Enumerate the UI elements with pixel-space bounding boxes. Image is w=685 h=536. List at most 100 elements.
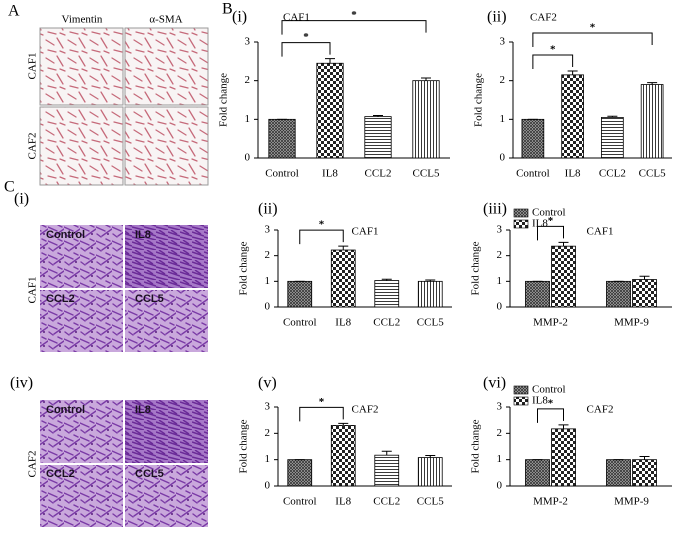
x-tick-label: CCL2 [599, 168, 626, 180]
bar [606, 280, 631, 308]
y-tick-label: 2 [245, 74, 251, 86]
chart: (ii) CAF2 Fold change 0 1 2 3 Control IL8 CCL2 CCL… [473, 9, 672, 180]
error-bar [558, 241, 569, 247]
significance-bracket [281, 42, 331, 57]
bar [364, 116, 392, 159]
chart: (ii) CAF1 Fold change 0 1 2 3 Control IL8 CCL2 CCL… [238, 201, 452, 329]
bar [417, 457, 443, 487]
cell-label: Control [46, 404, 85, 416]
y-tick-label: 0 [245, 152, 251, 164]
error-bar [639, 275, 650, 280]
significance-bracket [299, 229, 344, 245]
bar [330, 425, 356, 487]
x-tick-label: MMP-9 [614, 496, 649, 508]
error-bar [381, 450, 392, 456]
legend-swatch [513, 219, 529, 229]
error-bar [338, 422, 349, 426]
error-bar [425, 454, 436, 458]
row-label: CAF2 [27, 451, 39, 478]
micrograph-ci: (i) Control IL8 CCL2 CCL5 CAF1 [14, 191, 208, 352]
x-tick-label: Control [283, 317, 317, 329]
significance-star: * [351, 9, 357, 21]
significance-bracket [532, 32, 653, 47]
bar [640, 84, 664, 159]
panel-label: C [4, 179, 15, 196]
error-bar [373, 114, 383, 117]
y-axis-label: Fold change [470, 241, 482, 295]
chart: (i) CAF1 Fold change 0 1 2 3 Control IL8 CCL2 CCL5… [218, 9, 450, 180]
error-bar [647, 82, 658, 85]
bar [551, 245, 576, 308]
y-axis-label: Fold change [238, 241, 250, 295]
chart-label: (ii) [487, 9, 507, 26]
x-tick-label: Control [265, 168, 299, 180]
bar [525, 280, 550, 308]
error-bar [421, 77, 431, 81]
column-label: α-SMA [149, 14, 182, 26]
significance-bracket [532, 54, 574, 69]
chart-label: (vi) [483, 375, 506, 392]
chart: (iii) CAF1 Fold change 0 1 2 3 MMP-2 MMP-9 Contro… [470, 201, 672, 329]
chart-title: CAF2 [530, 12, 557, 24]
chart-title: CAF2 [587, 404, 614, 416]
error-bar [425, 279, 436, 282]
y-tick-label: 1 [265, 453, 271, 465]
x-tick-label: IL8 [335, 496, 351, 508]
y-tick-label: 0 [497, 301, 503, 313]
chart-label: (v) [258, 375, 277, 392]
bar [330, 249, 356, 308]
bar [374, 280, 400, 308]
error-bar [607, 115, 618, 118]
bar [606, 459, 631, 487]
cell-label: Control [46, 229, 85, 241]
y-tick-label: 3 [500, 36, 506, 48]
significance-star: * [303, 31, 309, 43]
x-tick-label: CCL2 [373, 317, 400, 329]
chart-title: CAF1 [352, 226, 379, 238]
y-tick-label: 1 [497, 275, 503, 287]
significance-bracket [537, 225, 564, 241]
y-tick-label: 1 [265, 275, 271, 287]
x-tick-label: CCL2 [373, 496, 400, 508]
bar [287, 459, 313, 487]
x-tick-label: CCL5 [417, 496, 444, 508]
x-tick-label: CCL5 [413, 168, 440, 180]
bar [525, 459, 550, 487]
bar [601, 117, 624, 159]
y-axis-label: Fold change [218, 73, 230, 127]
significance-bracket [537, 408, 564, 423]
y-tick-label: 3 [265, 224, 271, 236]
bar [632, 459, 657, 487]
x-tick-label: IL8 [565, 168, 581, 180]
x-tick-label: Control [516, 168, 550, 180]
cell-label: CCL5 [135, 468, 164, 480]
y-tick-label: 3 [245, 36, 251, 48]
error-bar [338, 245, 349, 251]
legend-label: Control [532, 207, 566, 219]
y-tick-label: 3 [497, 401, 503, 413]
x-tick-label: MMP-2 [533, 496, 568, 508]
chart-title: CAF2 [352, 404, 379, 416]
x-tick-label: CCL2 [365, 168, 392, 180]
bar [316, 62, 344, 159]
significance-bracket [281, 20, 427, 35]
y-axis-label: Fold change [470, 419, 482, 473]
bar [417, 280, 443, 308]
significance-star: * [550, 44, 556, 56]
y-tick-label: 2 [265, 427, 271, 439]
y-tick-label: 0 [265, 480, 271, 492]
cell-label: CCL2 [46, 468, 75, 480]
error-bar [558, 424, 569, 429]
x-tick-label: CCL5 [417, 317, 444, 329]
chart-label: (iii) [483, 201, 507, 218]
significance-bracket [299, 406, 344, 422]
legend-label: IL8 [532, 395, 548, 407]
chart-label: (i) [232, 9, 247, 26]
legend-label: IL8 [532, 218, 548, 230]
row-label: CAF1 [27, 277, 39, 304]
significance-star: * [319, 219, 325, 231]
x-tick-label: Control [283, 496, 317, 508]
bar [632, 279, 657, 308]
legend-label: Control [532, 384, 566, 396]
y-tick-label: 2 [265, 249, 271, 261]
